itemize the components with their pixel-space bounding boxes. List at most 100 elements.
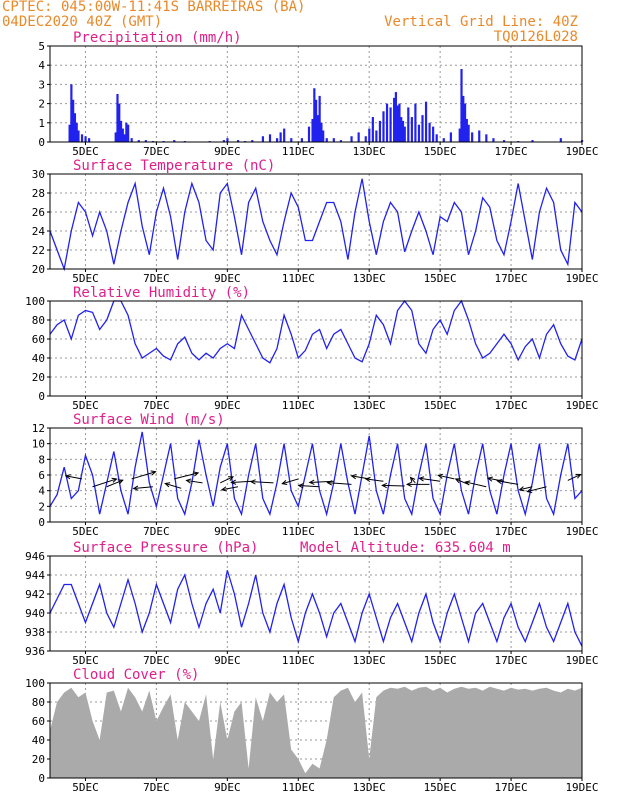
wind-arrow-head xyxy=(464,480,471,486)
wind-xtick-label: 7DEC xyxy=(143,525,170,538)
precipitation-ytick-label: 5 xyxy=(38,40,45,53)
precipitation-bar xyxy=(68,124,71,142)
precipitation-bar xyxy=(350,136,353,142)
precipitation-bar xyxy=(123,134,126,142)
pressure-ytick-label: 946 xyxy=(25,550,45,563)
precipitation-bar xyxy=(290,138,293,142)
precipitation-bar xyxy=(502,140,506,142)
station-label: CPTEC: 045:00W-11:41S BARREIRAS (BA) xyxy=(2,0,306,15)
precipitation-bar xyxy=(378,120,382,142)
pressure-xtick-label: 7DEC xyxy=(143,654,170,667)
humidity-xtick-label: 11DEC xyxy=(282,399,315,412)
wind-title: Surface Wind (m/s) xyxy=(73,412,225,428)
pressure-xtick-label: 9DEC xyxy=(214,654,241,667)
humidity-ytick-label: 0 xyxy=(38,390,45,403)
humidity-ytick-label: 100 xyxy=(25,295,45,308)
wind-ytick-label: 8 xyxy=(38,453,45,466)
temperature-title: Surface Temperature (nC) xyxy=(73,158,275,174)
precipitation-bar xyxy=(396,105,399,142)
wind-arrow xyxy=(251,481,274,484)
precipitation-bar xyxy=(385,103,389,142)
pressure-panel: 936 938 940 942 944 946 5DEC 7DEC 9DEC 11DEC 13DEC… xyxy=(25,540,598,667)
temperature-xtick-label: 5DEC xyxy=(72,272,99,285)
precipitation-bar xyxy=(465,118,468,142)
pressure-ytick-label: 938 xyxy=(25,626,45,639)
precipitation-bar xyxy=(467,124,470,142)
cloud-cover-xtick-label: 11DEC xyxy=(282,781,315,794)
wind-xtick-label: 5DEC xyxy=(72,525,99,538)
precipitation-bar xyxy=(283,128,286,142)
precipitation-xtick-label: 11DEC xyxy=(282,145,315,158)
wind-arrow xyxy=(220,476,234,484)
cloud-cover-ytick-label: 80 xyxy=(32,696,45,709)
wind-arrow xyxy=(165,483,182,489)
humidity-xtick-label: 5DEC xyxy=(72,399,99,412)
temperature-xtick-label: 15DEC xyxy=(424,272,457,285)
precipitation-bar xyxy=(478,130,481,142)
pressure-ytick-label: 944 xyxy=(25,569,45,582)
wind-arrow-head xyxy=(418,476,425,482)
wind-arrow-head xyxy=(409,476,416,483)
wind-arrow-head xyxy=(185,478,192,484)
precipitation-bar xyxy=(471,132,474,142)
wind-arrow xyxy=(438,474,455,480)
cloud-cover-xtick-label: 5DEC xyxy=(72,781,99,794)
precipitation-bar xyxy=(371,117,374,142)
wind-arrow xyxy=(174,472,199,480)
wind-arrow xyxy=(410,477,416,484)
precipitation-bar xyxy=(75,122,78,142)
wind-xtick-label: 11DEC xyxy=(282,525,315,538)
humidity-ytick-label: 20 xyxy=(32,371,45,384)
wind-arrow xyxy=(419,477,441,482)
precipitation-bar xyxy=(311,118,314,142)
temperature-xtick-label: 13DEC xyxy=(353,272,386,285)
precipitation-bar xyxy=(313,88,316,142)
precipitation-bar xyxy=(375,130,378,142)
wind-xtick-label: 19DEC xyxy=(565,525,598,538)
wind-arrow xyxy=(221,486,239,491)
precipitation-bar xyxy=(315,99,318,142)
pressure-xtick-label: 17DEC xyxy=(495,654,528,667)
wind-arrow-head xyxy=(230,479,237,485)
model-id: TQ0126L028 xyxy=(493,29,578,45)
precipitation-bar xyxy=(72,99,75,142)
precipitation-xtick-label: 13DEC xyxy=(353,145,386,158)
wind-arrow-head xyxy=(64,474,71,480)
wind-arrow-head xyxy=(496,478,503,485)
precipitation-bar xyxy=(401,120,405,142)
wind-arrow-head xyxy=(220,486,227,492)
precipitation-bar xyxy=(389,107,392,142)
temperature-frame xyxy=(49,173,583,270)
precipitation-bar xyxy=(394,92,397,142)
precipitation-bar xyxy=(88,138,91,142)
precipitation-bar xyxy=(275,138,279,142)
precipitation-bar xyxy=(432,126,435,142)
precipitation-bar xyxy=(130,138,133,142)
precipitation-bar xyxy=(442,138,445,142)
pressure-annotation: Model Altitude: 635.604 m xyxy=(300,540,511,556)
wind-arrow-head xyxy=(132,485,139,491)
humidity-xtick-label: 13DEC xyxy=(353,399,386,412)
precipitation-bar xyxy=(118,103,121,142)
precipitation-bar xyxy=(77,130,80,142)
pressure-ytick-label: 936 xyxy=(25,645,45,658)
cloud-cover-title: Cloud Cover (%) xyxy=(73,667,199,683)
temperature-ytick-label: 26 xyxy=(32,206,45,219)
wind-arrow xyxy=(382,484,405,487)
wind-arrow xyxy=(92,478,117,488)
pressure-title: Surface Pressure (hPa) xyxy=(73,540,258,556)
precipitation-xtick-label: 15DEC xyxy=(424,145,457,158)
precipitation-bar xyxy=(407,107,410,142)
wind-arrow-head xyxy=(437,473,444,479)
temperature-xtick-label: 19DEC xyxy=(565,272,598,285)
wind-line xyxy=(49,431,583,517)
wind-ytick-label: 10 xyxy=(32,438,45,451)
wind-arrow xyxy=(365,478,384,482)
temperature-xtick-label: 11DEC xyxy=(282,272,315,285)
precipitation-bar xyxy=(144,140,147,142)
wind-arrow xyxy=(133,486,153,490)
pressure-ytick-label: 942 xyxy=(25,588,45,601)
precipitation-bar xyxy=(410,117,413,142)
temperature-ytick-label: 24 xyxy=(32,225,46,238)
